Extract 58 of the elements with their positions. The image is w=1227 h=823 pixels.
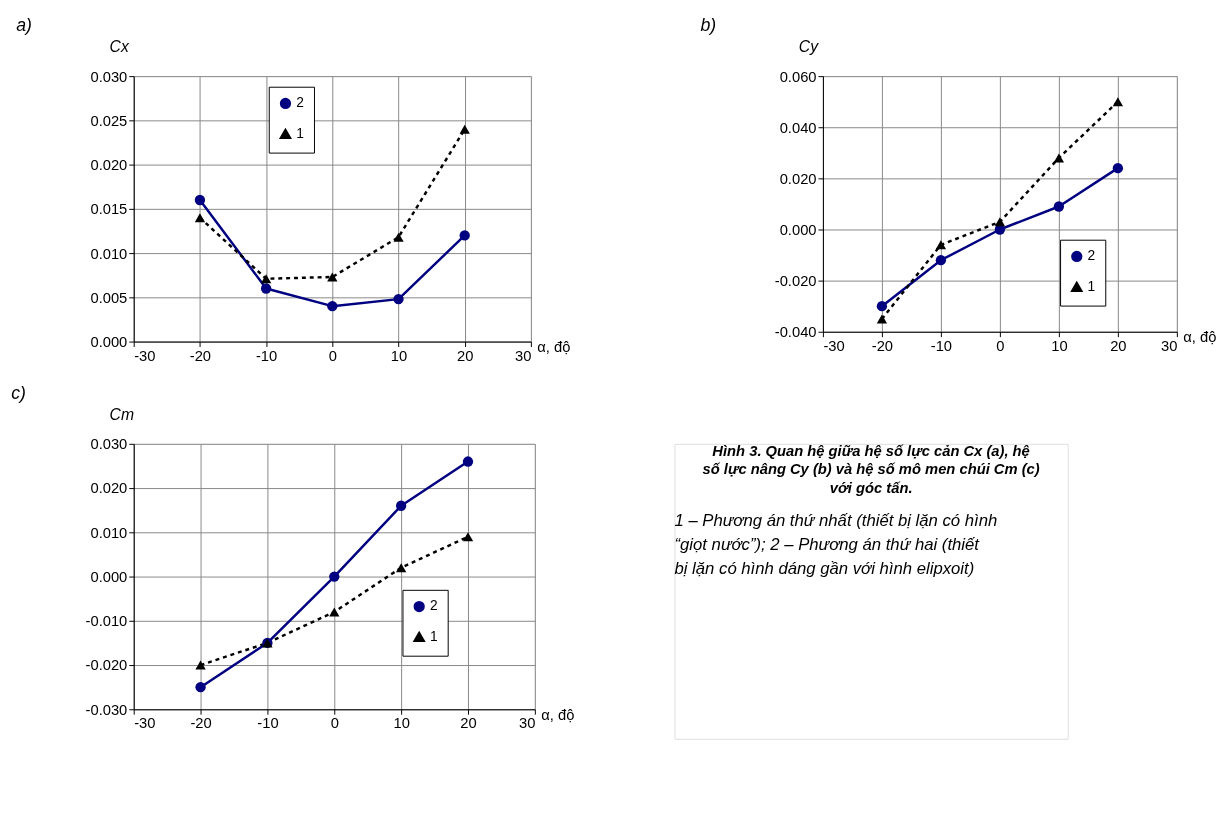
legend-label: 2 [296, 95, 304, 111]
x-tick-label: 10 [1051, 337, 1068, 354]
x-tick-label: 30 [1160, 337, 1178, 354]
y-tick-label: 0.000 [90, 568, 128, 585]
x-tick-label: -10 [257, 715, 279, 732]
legend-label: 1 [296, 125, 304, 141]
legend-label: 2 [1087, 248, 1096, 264]
x-tick-label: -30 [134, 715, 156, 732]
legend-label: 1 [430, 628, 438, 644]
y-tick-label: 0.000 [779, 221, 817, 238]
y-tick-label: 0.005 [90, 289, 128, 306]
y-axis-title: Cy [798, 38, 820, 56]
text: Hình 3. Quan hệ giữa hệ số lực cản Cx (a), hệ số lực nâng Cy (b) và hệ số mô men chúi Cm (c) với góc tấn. [702, 442, 1040, 496]
y-tick-label: 0.000 [90, 333, 128, 350]
x-tick-label: -30 [134, 347, 156, 364]
x-tick-label: 30 [515, 347, 532, 364]
y-tick-label: 0.040 [779, 119, 817, 136]
x-tick-label: 0 [330, 715, 339, 732]
y-tick-label: -0.040 [774, 324, 817, 341]
x-tick-label: -10 [255, 347, 278, 364]
x-tick-label: 20 [460, 715, 477, 732]
x-tick-label: -20 [871, 337, 894, 354]
chart-title: b) [700, 14, 717, 35]
x-tick-label: 0 [328, 347, 337, 364]
y-tick-label: 0.060 [779, 68, 817, 85]
x-tick-label: -10 [930, 337, 953, 354]
x-tick-label: 10 [393, 715, 410, 732]
y-axis-title: Cx [109, 38, 130, 56]
y-tick-label: 0.020 [779, 170, 817, 187]
x-tick-label: 10 [390, 347, 408, 364]
y-tick-label: 0.025 [90, 112, 128, 129]
x-tick-label: 0 [996, 337, 1005, 354]
y-tick-label: 0.010 [90, 524, 128, 541]
y-tick-label: -0.020 [85, 657, 128, 674]
chart-title: c) [11, 382, 27, 403]
x-tick-label: -20 [190, 715, 212, 732]
x-axis-title: α, độ [1183, 329, 1217, 346]
y-tick-label: 0.010 [90, 245, 128, 262]
y-axis-title: Cm [109, 405, 135, 423]
x-tick-label: 20 [1110, 337, 1127, 354]
y-tick-label: 0.020 [90, 157, 128, 174]
y-tick-label: -0.030 [85, 701, 128, 718]
x-tick-label: 30 [518, 715, 536, 732]
y-tick-label: -0.010 [85, 613, 128, 630]
y-tick-label: 0.030 [90, 68, 128, 85]
legend-label: 1 [1087, 278, 1096, 294]
legend-label: 2 [430, 598, 438, 614]
x-axis-title: α, độ [541, 706, 575, 723]
x-tick-label: -30 [823, 337, 845, 354]
chart-title: a) [16, 14, 32, 35]
x-tick-label: -20 [189, 347, 212, 364]
text: 1 – Phương án thứ nhất (thiết bị lặn có hình “giọt nước”); 2 – Phương án thứ hai (thiết bị lặn có hình dáng gần với hình elipxoit) [674, 511, 998, 578]
y-tick-label: 0.020 [90, 480, 128, 497]
x-tick-label: 20 [457, 347, 474, 364]
y-tick-label: 0.015 [90, 201, 128, 218]
y-tick-label: 0.030 [90, 436, 128, 453]
y-tick-label: -0.020 [774, 273, 817, 290]
x-axis-title: α, độ [537, 338, 571, 355]
